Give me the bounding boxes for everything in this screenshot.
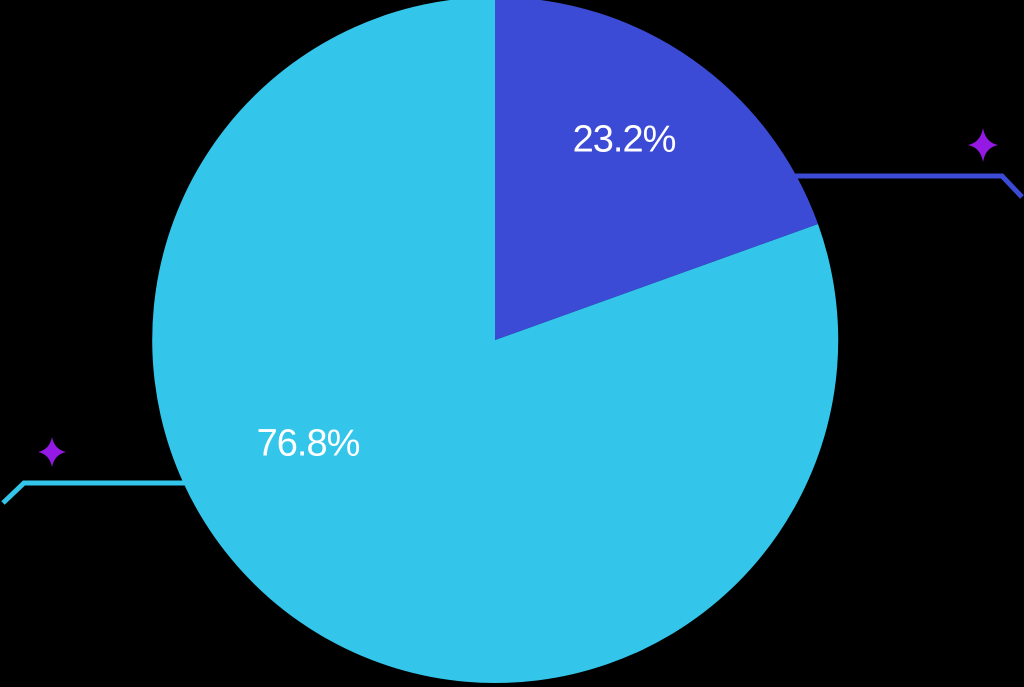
sparkle-icon (968, 128, 998, 162)
pie-label-76-8-percent: 76.8% (256, 422, 361, 465)
pie-label-23-2-percent: 23.2% (572, 118, 677, 161)
sparkle-icon (38, 437, 66, 467)
right-connector-line (794, 173, 1024, 199)
left-connector-line (1, 480, 186, 505)
pie-slice-blue (495, 0, 818, 340)
pie-slice-cyan (152, 0, 839, 683)
